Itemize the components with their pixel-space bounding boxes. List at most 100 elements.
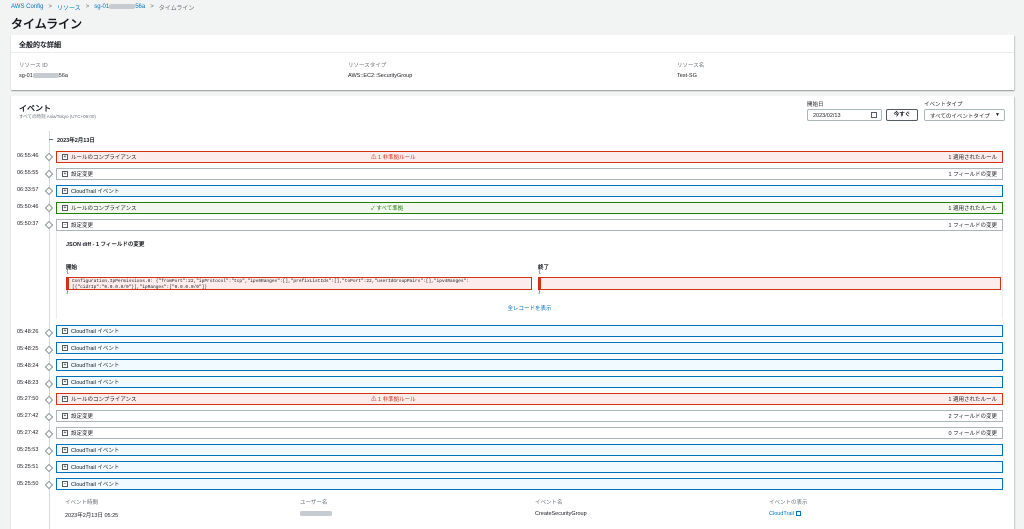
event-time: 05:50:37 <box>17 221 39 227</box>
user-name-field: ユーザー名 <box>300 498 332 517</box>
expand-icon[interactable]: + <box>62 362 68 368</box>
event-label: CloudTrail イベント <box>71 448 120 454</box>
timeline-node <box>44 362 54 372</box>
event-time: 05:27:42 <box>17 430 39 436</box>
event-time: 05:50:46 <box>17 204 39 210</box>
resource-id-field: リソース ID sg-01 56a <box>19 61 348 79</box>
timeline-node <box>44 203 54 213</box>
noncompliant-status: ⚠ 1 非準拠ルール <box>371 155 416 161</box>
resource-type-value: AWS::EC2::SecurityGroup <box>348 73 413 79</box>
event-time: 06:55:55 <box>17 170 39 176</box>
now-button[interactable]: 今すぐ <box>886 109 918 121</box>
expand-icon[interactable]: + <box>62 171 68 177</box>
event-row-rule-compliance[interactable]: + ルールのコンプライアンス ⚠ 1 非準拠ルール 1 適用されたルール <box>56 151 1003 163</box>
expand-icon[interactable]: + <box>62 345 68 351</box>
resource-name-field: リソース名 Test-SG <box>677 61 1006 79</box>
cloudtrail-link[interactable]: CloudTrail <box>769 511 808 517</box>
event-row-cloudtrail[interactable]: + CloudTrail イベント <box>56 444 1003 456</box>
event-time: 05:48:24 <box>17 363 39 369</box>
collapse-icon[interactable]: − <box>62 222 68 228</box>
expand-icon[interactable]: + <box>62 154 68 160</box>
event-row-cloudtrail[interactable]: + CloudTrail イベント <box>56 376 1003 388</box>
before-close-brace: } <box>66 290 69 295</box>
event-row-config-change[interactable]: + 設定変更 1 フィールドの変更 <box>56 168 1003 180</box>
chevron-right-icon: > <box>85 4 90 10</box>
timeline-node <box>44 345 54 355</box>
event-label: 設定変更 <box>71 223 94 229</box>
expand-icon[interactable]: + <box>62 379 68 385</box>
event-type-select[interactable]: すべてのイベントタイプ ▼ <box>924 109 1005 121</box>
chevron-right-icon: > <box>150 4 154 10</box>
breadcrumb-current: タイムライン <box>158 5 195 12</box>
show-all-records-link[interactable]: 全レコードを表示 <box>507 306 552 312</box>
event-row-rule-compliance[interactable]: + ルールのコンプライアンス ⚠ 1 非準拠ルール 1 適用されたルール <box>56 393 1003 405</box>
event-label: CloudTrail イベント <box>71 363 120 369</box>
event-row-cloudtrail[interactable]: + CloudTrail イベント <box>56 185 1003 197</box>
general-details-header: 全般的な詳細 <box>11 35 1014 53</box>
page-title: タイムライン <box>11 17 83 31</box>
event-summary: 1 フィールドの変更 <box>948 223 997 229</box>
event-type-value: すべてのイベントタイプ <box>930 114 990 120</box>
events-timezone: すべての時刻 Asia/Tokyo (UTC+09:00) <box>19 114 96 119</box>
events-title: イベント <box>19 104 51 113</box>
event-label: CloudTrail イベント <box>71 380 120 386</box>
json-diff-title: JSON diff - 1 フィールドの変更 <box>66 242 145 248</box>
event-row-config-change[interactable]: + 設定変更 2 フィールドの変更 <box>56 410 1003 422</box>
resource-type-field: リソースタイプ AWS::EC2::SecurityGroup <box>348 61 677 79</box>
event-row-config-change-expanded[interactable]: − 設定変更 1 フィールドの変更 <box>56 219 1003 231</box>
event-type-label: イベントタイプ <box>924 102 963 108</box>
expand-icon[interactable]: + <box>62 396 68 402</box>
breadcrumb-resources[interactable]: リソース <box>56 5 81 12</box>
before-label: 開始 <box>66 265 78 271</box>
event-row-rule-compliance[interactable]: + ルールのコンプライアンス ✓ すべて準拠 1 適用されたルール <box>56 202 1003 214</box>
expand-icon[interactable]: + <box>62 328 68 334</box>
expand-icon[interactable]: + <box>62 413 68 419</box>
event-time-field: イベント時間 2023年2月13日 05:25 <box>65 498 118 519</box>
calendar-icon[interactable] <box>871 112 877 118</box>
event-row-cloudtrail-expanded[interactable]: − CloudTrail イベント <box>56 478 1003 490</box>
date-heading: 2023年2月13日 <box>49 138 95 144</box>
event-label: CloudTrail イベント <box>71 189 120 195</box>
event-time: 05:25:53 <box>17 447 39 453</box>
event-time: 05:48:26 <box>17 329 39 335</box>
event-label: CloudTrail イベント <box>71 465 120 471</box>
breadcrumb-resource-id[interactable]: sg-01 56a <box>94 3 146 11</box>
before-diff-line: Configuration.IpPermissions.0: {"fromPor… <box>66 277 532 290</box>
start-date-label: 開始日 <box>807 102 824 108</box>
expand-icon[interactable]: + <box>62 464 68 470</box>
redacted-text <box>32 73 59 79</box>
after-diff-line <box>538 277 1001 290</box>
timeline-node <box>44 480 54 490</box>
before-code-line-1: Configuration.IpPermissions.0: {"fromPor… <box>72 279 469 284</box>
start-date-input[interactable]: 2023/02/13 <box>807 109 882 121</box>
breadcrumb-resource-id-suffix: 56a <box>135 4 146 11</box>
event-time: 05:25:51 <box>17 464 39 470</box>
timeline-node <box>44 379 54 389</box>
caret-down-icon: ▼ <box>995 112 1000 118</box>
event-label: ルールのコンプライアンス <box>71 155 137 161</box>
view-event-field: イベントの表示 CloudTrail <box>769 498 808 517</box>
external-link-icon <box>795 511 801 516</box>
expand-icon[interactable]: + <box>62 188 68 194</box>
event-row-cloudtrail[interactable]: + CloudTrail イベント <box>56 461 1003 473</box>
cloudtrail-link-text: CloudTrail <box>769 511 794 517</box>
event-row-cloudtrail[interactable]: + CloudTrail イベント <box>56 359 1003 371</box>
resource-type-label: リソースタイプ <box>348 63 387 69</box>
event-row-config-change[interactable]: + 設定変更 0 フィールドの変更 <box>56 427 1003 439</box>
event-label: CloudTrail イベント <box>71 329 120 335</box>
expand-icon[interactable]: + <box>62 447 68 453</box>
event-row-cloudtrail[interactable]: + CloudTrail イベント <box>56 325 1003 337</box>
collapse-icon[interactable]: − <box>62 481 68 487</box>
event-label: 設定変更 <box>71 172 94 178</box>
view-event-label: イベントの表示 <box>769 500 808 506</box>
expand-icon[interactable]: + <box>62 205 68 211</box>
event-row-cloudtrail[interactable]: + CloudTrail イベント <box>56 342 1003 354</box>
breadcrumb-aws-config[interactable]: AWS Config <box>11 4 44 10</box>
event-time: 05:48:25 <box>17 346 39 352</box>
redacted-text <box>300 511 332 517</box>
event-label: ルールのコンプライアンス <box>71 397 137 403</box>
timeline-node <box>44 220 54 230</box>
timeline-node <box>44 169 54 179</box>
expand-icon[interactable]: + <box>62 430 68 436</box>
resource-id-suffix: 56a <box>58 73 68 79</box>
